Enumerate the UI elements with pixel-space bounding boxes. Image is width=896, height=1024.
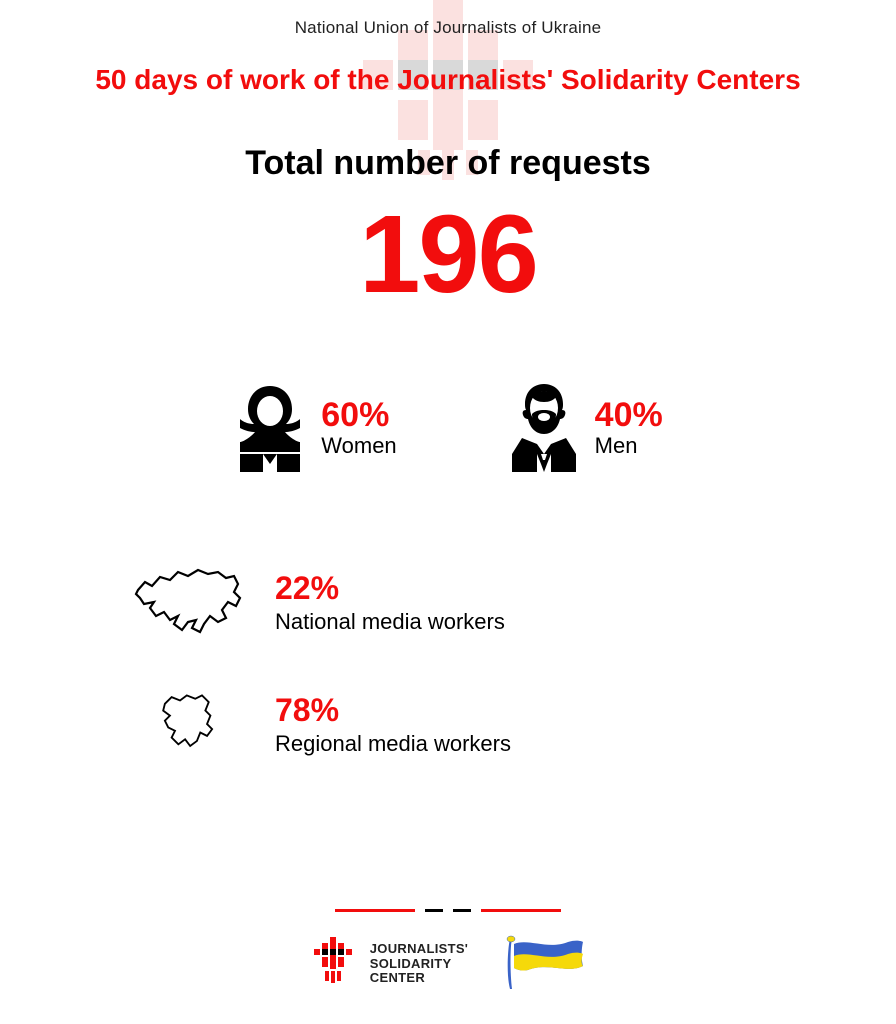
gender-row: 60% Women 40% Men xyxy=(0,382,896,472)
regional-pct: 78% xyxy=(275,692,511,729)
media-item-regional: 78% Regional media workers xyxy=(130,682,896,767)
media-item-national: 22% National media workers xyxy=(130,562,896,642)
total-value: 196 xyxy=(0,191,896,318)
women-label: Women xyxy=(321,433,396,459)
jsc-ornament-icon xyxy=(308,937,358,991)
footer-divider xyxy=(0,909,896,912)
footer-logos: JOURNALISTS' SOLIDARITY CENTER xyxy=(0,934,896,994)
headline: 50 days of work of the Journalists' Soli… xyxy=(0,64,896,96)
footer: JOURNALISTS' SOLIDARITY CENTER xyxy=(0,909,896,994)
jsc-logo-line-1: JOURNALISTS' xyxy=(370,942,468,957)
media-block: 22% National media workers 78% Regional … xyxy=(130,562,896,767)
divider-segment xyxy=(481,909,561,912)
total-subtitle: Total number of requests xyxy=(0,144,896,183)
woman-icon xyxy=(233,382,307,472)
men-label: Men xyxy=(595,433,663,459)
national-pct: 22% xyxy=(275,570,505,607)
divider-dash xyxy=(453,909,471,912)
national-label: National media workers xyxy=(275,609,505,635)
gender-item-men: 40% Men xyxy=(507,382,663,472)
women-pct: 60% xyxy=(321,396,396,435)
divider-segment xyxy=(335,909,415,912)
jsc-logo-line-2: SOLIDARITY xyxy=(370,957,468,972)
region-map-icon xyxy=(130,682,245,767)
men-pct: 40% xyxy=(595,396,663,435)
gender-item-women: 60% Women xyxy=(233,382,396,472)
jsc-logo-line-3: CENTER xyxy=(370,971,468,986)
man-icon xyxy=(507,382,581,472)
nuju-flag-logo xyxy=(498,934,588,994)
jsc-logo: JOURNALISTS' SOLIDARITY CENTER xyxy=(308,937,468,991)
divider-dash xyxy=(425,909,443,912)
regional-label: Regional media workers xyxy=(275,731,511,757)
org-name: National Union of Journalists of Ukraine xyxy=(0,18,896,38)
ukraine-map-icon xyxy=(130,562,245,642)
